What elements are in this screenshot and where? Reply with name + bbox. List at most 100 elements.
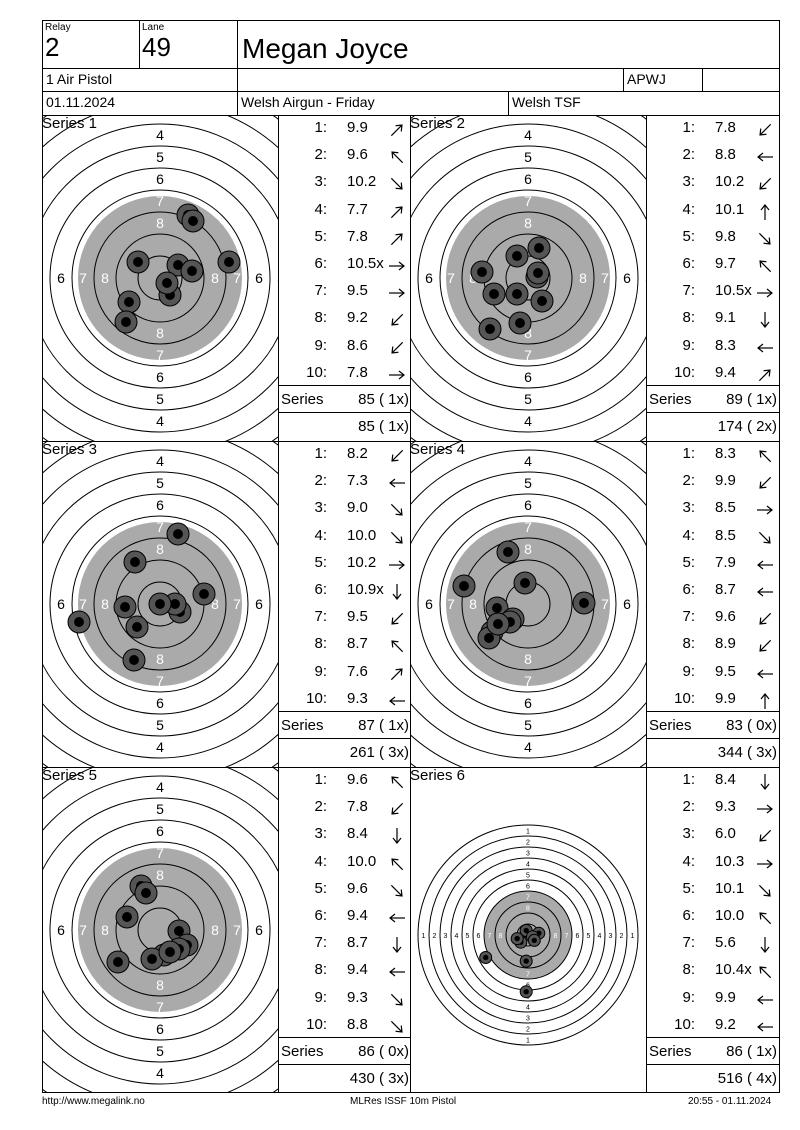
shot-number: 8: xyxy=(682,961,695,979)
shot-score: 9.9 xyxy=(715,472,736,490)
shot-number: 9: xyxy=(682,662,695,680)
shot-number: 4: xyxy=(682,852,695,870)
shot-hole xyxy=(140,947,164,971)
shot-number: 7: xyxy=(314,608,327,626)
ring-number: 7 xyxy=(156,347,164,363)
shot-row: 10: 9.3 xyxy=(279,686,409,713)
direction-arrow-icon xyxy=(759,260,772,273)
direction-arrow-icon xyxy=(757,288,773,298)
shot-row: 9: 7.6 xyxy=(279,659,409,686)
shot-score: 9.9 xyxy=(715,689,736,707)
shot-row: 1: 9.9 xyxy=(279,115,409,142)
shot-number: 3: xyxy=(314,825,327,843)
ring-number: 8 xyxy=(469,596,477,612)
shot-hole xyxy=(470,260,494,284)
shot-number: 4: xyxy=(682,200,695,218)
divider xyxy=(410,115,411,441)
divider xyxy=(278,115,279,441)
divider xyxy=(646,441,647,767)
direction-arrow-icon xyxy=(759,613,772,625)
shot-score: 9.7 xyxy=(715,255,736,272)
shot-row: 10: 7.8 xyxy=(279,360,409,387)
shot-number: 10: xyxy=(306,689,327,707)
shot-row: 6: 10.9x xyxy=(279,577,409,604)
direction-arrow-icon xyxy=(760,937,770,954)
series-total-row: Series 86 ( 1x) xyxy=(647,1037,779,1065)
discipline-cell: 1 Air Pistol xyxy=(42,68,238,92)
ring-number: 8 xyxy=(579,270,587,286)
series-total-row: Series 83 ( 0x) xyxy=(647,711,779,739)
divider xyxy=(278,767,279,1093)
shot-number: 8: xyxy=(682,635,695,653)
shot-number: 10: xyxy=(306,1015,327,1033)
shot-number: 3: xyxy=(682,173,695,191)
shot-hole xyxy=(496,540,520,564)
shot-row: 10: 9.4 xyxy=(647,360,777,387)
shot-row: 7: 5.6 xyxy=(647,930,777,957)
ring-number: 2 xyxy=(526,1027,530,1034)
running-total-row: 261 ( 3x) xyxy=(279,739,411,767)
ring-number: 5 xyxy=(524,149,532,165)
shot-score: 9.4 xyxy=(347,961,368,979)
shot-hole xyxy=(67,610,91,634)
target-face: 44445555666677778888 xyxy=(410,441,646,767)
target-face: 44445555666677778888 xyxy=(410,115,646,441)
running-total-value: 261 ( 3x) xyxy=(349,744,409,761)
direction-arrow-icon xyxy=(389,560,405,570)
shot-score: 9.6 xyxy=(715,608,736,626)
shot-row: 3: 10.2 xyxy=(279,169,409,196)
shots-column: 1: 9.9 2: 9.6 3: 10.2 4: 7.7 5: 7.8 6: 10.5x 7: 9.5 8:… xyxy=(279,115,411,441)
target-svg: 44445555666677778888 xyxy=(410,115,646,441)
ring-number: 4 xyxy=(156,453,164,469)
shot-number: 10: xyxy=(674,689,695,707)
ring-number: 8 xyxy=(524,541,532,557)
shot-number: 9: xyxy=(314,336,327,354)
shot-score: 10.2 xyxy=(347,173,377,191)
shot-hole xyxy=(478,317,502,341)
direction-arrow-icon xyxy=(759,640,772,653)
shot-number: 1: xyxy=(682,445,695,462)
divider xyxy=(646,767,647,1093)
ring-number: 6 xyxy=(156,695,164,711)
series-total-row: Series 85 ( 1x) xyxy=(279,385,411,413)
running-total-value: 516 ( 4x) xyxy=(717,1070,777,1087)
direction-arrow-icon xyxy=(759,123,772,136)
direction-arrow-icon xyxy=(757,560,773,570)
shot-hole xyxy=(113,595,137,619)
shots-column: 1: 8.4 2: 9.3 3: 6.0 4: 10.3 5: 10.1 6: 10.0 7: 5.6 8:… xyxy=(647,767,779,1093)
ring-number: 3 xyxy=(526,1016,530,1023)
shot-number: 2: xyxy=(682,146,695,164)
shot-row: 3: 9.0 xyxy=(279,495,409,522)
shot-number: 7: xyxy=(314,282,327,300)
shot-row: 6: 10.0 xyxy=(647,903,777,930)
ring-number: 8 xyxy=(211,922,219,938)
organizer-cell: Welsh TSF xyxy=(508,91,780,116)
ring-number: 5 xyxy=(156,391,164,407)
lane-label: Lane xyxy=(142,22,165,33)
running-total-value: 344 ( 3x) xyxy=(717,744,777,761)
direction-arrow-icon xyxy=(390,504,403,517)
shot-number: 9: xyxy=(314,988,327,1006)
shot-score: 9.5 xyxy=(347,282,368,300)
shot-number: 3: xyxy=(314,173,327,191)
ring-number: 8 xyxy=(211,270,219,286)
ring-number: 8 xyxy=(499,933,503,940)
shot-number: 5: xyxy=(314,553,327,571)
shot-number: 4: xyxy=(314,526,327,544)
ring-number: 5 xyxy=(526,873,530,880)
shot-score: 7.8 xyxy=(347,227,368,245)
shot-number: 6: xyxy=(314,581,327,598)
direction-arrow-icon xyxy=(391,613,404,625)
direction-arrow-icon xyxy=(760,203,770,220)
discipline: 1 Air Pistol xyxy=(46,71,113,87)
direction-arrow-icon xyxy=(758,232,771,245)
blank-cell-2 xyxy=(702,68,780,92)
shot-row: 4: 10.0 xyxy=(279,523,409,550)
row-divider xyxy=(42,767,780,768)
shot-row: 4: 8.5 xyxy=(647,523,777,550)
shot-number: 5: xyxy=(314,879,327,897)
ring-number: 7 xyxy=(79,922,87,938)
ring-number: 6 xyxy=(57,922,65,938)
ring-number: 5 xyxy=(645,596,646,612)
direction-arrow-icon xyxy=(759,450,772,463)
